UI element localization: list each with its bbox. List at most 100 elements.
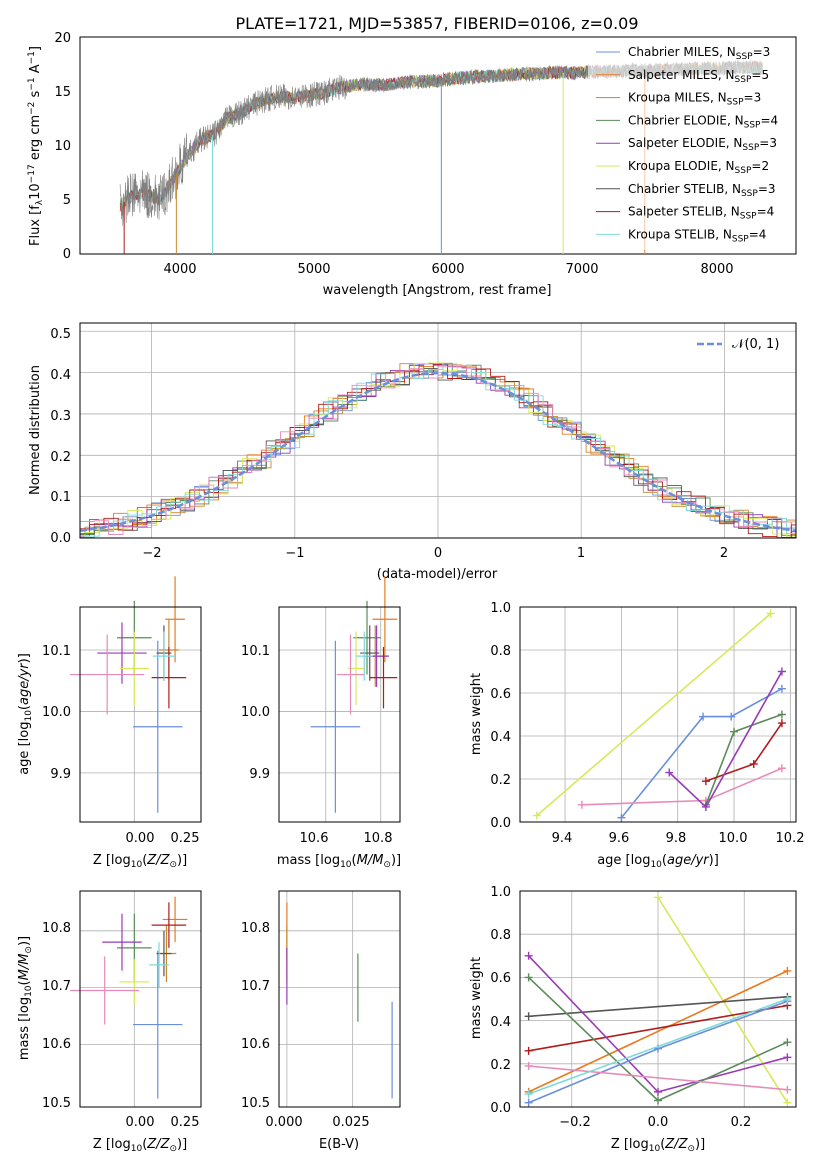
series-line: [705, 713, 783, 806]
tick-label: 10.7: [42, 979, 71, 994]
tick-label: 10.8: [42, 921, 71, 936]
tick-label: 0.8: [490, 644, 511, 659]
data-point: [783, 1038, 792, 1047]
legend-value: =4: [760, 113, 778, 127]
hist-yticks: 0.0 0.1 0.2 0.3 0.4 0.5: [50, 327, 71, 546]
data-point: [727, 712, 736, 721]
gaussian-curve: [79, 371, 797, 533]
legend-value: =3: [758, 182, 776, 196]
data-point: [524, 1098, 533, 1107]
weight-age-grid: [520, 607, 796, 822]
tick-label: 0.6: [490, 687, 511, 702]
tick-label: 1.0: [490, 601, 511, 616]
tick-label: 9.8: [666, 831, 687, 846]
data-point: [532, 811, 541, 820]
weight-age-panel: 9.4 9.6 9.8 10.0 10.2 0.0 0.2 0.4 0.6 0.…: [469, 601, 804, 870]
spectrum-legend: Chabrier MILES, NSSP=3 Salpeter MILES, NS…: [588, 42, 792, 250]
legend-value: =4: [757, 205, 775, 219]
tick-label: 8000: [700, 262, 733, 277]
weight-z-panel: −0.2 0.0 0.2 0.0 0.2 0.4 0.6 0.8 1.0 Z […: [469, 885, 797, 1154]
age-z-marks: [70, 576, 201, 822]
tick-label: 10.0: [241, 705, 270, 720]
legend-value: =4: [749, 227, 767, 241]
tick-label: 2: [720, 546, 728, 561]
tick-label: 0.00: [126, 1115, 155, 1130]
tick-label: 0.25: [171, 831, 200, 846]
tick-label: 9.9: [249, 767, 270, 782]
legend-subscript: SSP: [740, 212, 757, 222]
legend-subscript: SSP: [732, 234, 749, 244]
hist-step-line: [80, 363, 796, 539]
hist-legend: 𝒩(0, 1): [697, 337, 779, 352]
hist-xticks: −2 −1 0 1 2: [142, 546, 728, 561]
tick-label: 10.5: [42, 1096, 71, 1111]
spectrum-xlabel: wavelength [Angstrom, rest frame]: [323, 283, 552, 298]
tick-label: 0: [434, 546, 442, 561]
tick-label: 0.2: [50, 450, 71, 465]
data-point: [617, 813, 626, 822]
tick-label: 7000: [565, 262, 598, 277]
legend-subscript: SSP: [735, 75, 752, 85]
tick-label: 0.0: [490, 1101, 511, 1116]
weight-age-xlabel: age [log10(age/yr)]: [597, 853, 719, 870]
hist-step-line: [80, 363, 796, 539]
series-line: [657, 897, 789, 1104]
legend-label: Chabrier STELIB, NSSP=3: [628, 182, 776, 199]
legend-label: Salpeter MILES, NSSP=5: [628, 68, 769, 85]
tick-label: 9.9: [50, 767, 71, 782]
data-point: [701, 802, 710, 811]
weight-age-axes: [519, 606, 797, 823]
tick-label: 10.5: [241, 1096, 270, 1111]
tick-label: 1.0: [490, 885, 511, 900]
data-point: [577, 800, 586, 809]
weight-z-lines: [524, 893, 792, 1107]
tick-label: 15: [54, 85, 71, 100]
tick-label: 0.4: [50, 368, 71, 383]
data-point: [524, 1090, 533, 1099]
tick-label: 0.3: [50, 409, 71, 424]
hist-axes: [79, 322, 797, 539]
tick-label: 10.1: [42, 644, 71, 659]
tick-label: 10.1: [241, 644, 270, 659]
data-point: [777, 764, 786, 773]
data-point: [783, 1085, 792, 1094]
spectrum-xticks: 4000 5000 6000 7000 8000: [163, 262, 733, 277]
hist-xlabel: (data-model)/error: [377, 567, 498, 582]
mass-z-marks: [70, 891, 201, 1107]
series-line: [528, 1004, 788, 1052]
tick-label: 10.8: [364, 831, 393, 846]
weight-z-xlabel: Z [log10(Z/Z⊙)]: [611, 1137, 705, 1154]
tick-label: 6000: [431, 262, 464, 277]
data-point: [783, 1098, 792, 1107]
mass-z-panel: 0.00 0.25 10.5 10.6 10.7 10.8 Z [log10(Z…: [17, 890, 202, 1154]
hist-panel: 𝒩(0, 1) −2 −1 0 1 2 0.0 0.1 0.2 0.3 0.4 …: [28, 322, 797, 582]
age-z-ylabel: age [log10(age/yr)]: [17, 653, 34, 775]
legend-subscript: SSP: [742, 143, 759, 153]
legend-label: Kroupa STELIB, NSSP=4: [628, 227, 766, 244]
data-point: [783, 1053, 792, 1062]
hist-step-line: [80, 362, 796, 539]
tick-label: 5: [63, 193, 71, 208]
legend-box: [588, 42, 792, 250]
tick-label: −2: [142, 546, 161, 561]
legend-label: 𝒩(0, 1): [732, 337, 779, 352]
spectrum-axes: [79, 36, 797, 255]
weight-age-lines: [532, 609, 786, 822]
age-z-xlabel: Z [log10(Z/Z⊙)]: [93, 853, 187, 870]
series-line: [528, 996, 788, 1018]
legend-label: Chabrier MILES, NSSP=3: [628, 45, 770, 62]
series-line: [536, 612, 772, 817]
data-point: [701, 777, 710, 786]
data-point: [524, 973, 533, 982]
weight-z-axes: [519, 890, 797, 1108]
data-point: [524, 1012, 533, 1021]
data-point: [665, 768, 674, 777]
data-point: [777, 684, 786, 693]
mass-z-ylabel: mass [log10(M/M⊙)]: [17, 936, 34, 1060]
tick-label: 0: [63, 247, 71, 262]
tick-label: 0.4: [490, 730, 511, 745]
legend-subscript: SSP: [741, 189, 758, 199]
data-point: [654, 1087, 662, 1096]
tick-label: 10.2: [776, 831, 805, 846]
